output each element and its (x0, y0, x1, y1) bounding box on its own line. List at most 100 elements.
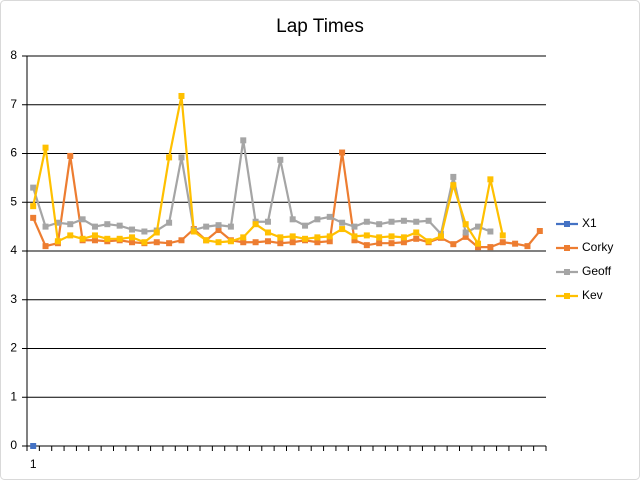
data-point (363, 242, 370, 249)
legend-marker (564, 245, 570, 251)
data-point (413, 235, 420, 242)
data-point (339, 219, 346, 226)
y-tick-label: 8 (10, 48, 17, 62)
data-point (104, 235, 111, 242)
data-point (129, 234, 136, 241)
data-point (116, 222, 123, 229)
data-point (314, 216, 321, 223)
data-point (264, 238, 271, 245)
data-point (400, 234, 407, 241)
data-point (153, 239, 160, 246)
data-point (487, 228, 494, 235)
legend-marker (564, 269, 570, 275)
y-tick-label: 3 (10, 292, 17, 306)
data-point (67, 232, 74, 239)
data-point (129, 239, 136, 246)
data-point (339, 149, 346, 156)
data-point (314, 239, 321, 246)
data-point (462, 233, 469, 240)
legend-label: Corky (582, 240, 613, 254)
x-tick-label: 1 (30, 457, 37, 471)
data-point (42, 223, 49, 230)
data-point (512, 240, 519, 247)
data-point (30, 443, 37, 449)
data-point (487, 244, 494, 251)
data-point (153, 229, 160, 236)
legend-label: X1 (582, 216, 597, 230)
data-point (79, 235, 86, 242)
data-point (524, 243, 531, 250)
data-point (129, 226, 136, 233)
data-point (462, 221, 469, 228)
data-point (277, 156, 284, 163)
data-point (388, 218, 395, 225)
legend-marker (564, 221, 570, 227)
data-point (264, 218, 271, 225)
data-point (289, 239, 296, 246)
data-point (215, 227, 222, 234)
data-point (178, 92, 185, 99)
data-point (67, 221, 74, 228)
data-point (400, 239, 407, 246)
data-point (289, 216, 296, 223)
data-point (240, 137, 247, 144)
data-point (42, 243, 49, 250)
data-point (475, 240, 482, 247)
data-point (363, 232, 370, 239)
data-point (227, 238, 234, 245)
data-point (79, 216, 86, 223)
data-point (91, 232, 98, 239)
data-point (437, 233, 444, 240)
data-point (215, 239, 222, 246)
data-point (450, 241, 457, 248)
y-tick-label: 2 (10, 341, 17, 355)
data-point (314, 234, 321, 241)
data-point (388, 240, 395, 247)
data-point (54, 238, 61, 245)
data-point (425, 217, 432, 224)
data-point (499, 232, 506, 239)
data-point (376, 221, 383, 228)
data-point (178, 154, 185, 161)
data-point (363, 218, 370, 225)
data-point (475, 223, 482, 230)
data-point (302, 235, 309, 242)
data-point (277, 240, 284, 247)
data-point (227, 223, 234, 230)
data-point (240, 239, 247, 246)
data-point (400, 217, 407, 224)
data-point (252, 221, 259, 228)
data-point (536, 228, 543, 235)
data-point (166, 219, 173, 226)
data-point (388, 233, 395, 240)
data-point (351, 233, 358, 240)
y-tick-label: 0 (10, 438, 17, 452)
legend-label: Geoff (582, 264, 612, 278)
data-point (289, 233, 296, 240)
data-point (116, 235, 123, 242)
data-point (499, 239, 506, 246)
data-point (166, 154, 173, 161)
data-point (351, 223, 358, 230)
data-point (252, 239, 259, 246)
data-point (450, 173, 457, 180)
data-point (326, 213, 333, 220)
data-point (351, 237, 358, 244)
data-point (264, 229, 271, 236)
y-tick-label: 1 (10, 389, 17, 403)
data-point (475, 244, 482, 251)
data-point (450, 182, 457, 189)
data-point (462, 229, 469, 236)
data-point (141, 228, 148, 235)
data-point (302, 222, 309, 229)
data-point (91, 223, 98, 230)
data-point (190, 228, 197, 235)
data-point (240, 234, 247, 241)
data-point (413, 218, 420, 225)
data-point (91, 237, 98, 244)
data-point (54, 219, 61, 226)
data-point (30, 214, 37, 221)
data-point (277, 234, 284, 241)
data-point (425, 238, 432, 245)
